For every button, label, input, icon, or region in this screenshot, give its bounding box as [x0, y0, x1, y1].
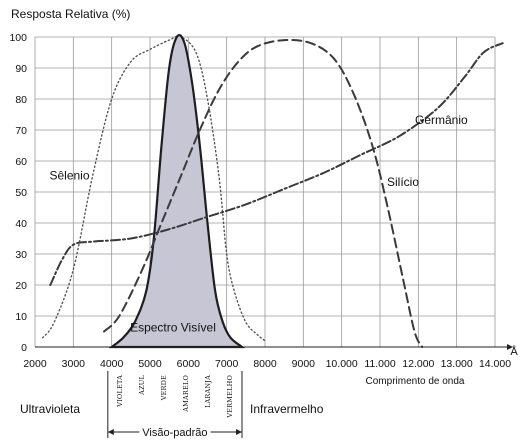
y-tick-label: 0: [21, 342, 27, 354]
standard-vision-label: Visão-padrão: [142, 427, 207, 439]
infrared-label: Infravermelho: [250, 402, 324, 416]
curve-annotation: Espectro Visível: [130, 321, 216, 335]
x-tick-label: 2000: [23, 358, 47, 370]
color-band-label: VIOLETA: [116, 375, 124, 408]
y-axis-title: Resposta Relativa (%): [11, 7, 130, 21]
curve-annotation: Sêlenio: [49, 169, 89, 183]
y-tick-label: 80: [15, 94, 27, 106]
ultraviolet-label: Ultravioleta: [20, 402, 80, 416]
x-tick-label: 13.000: [441, 358, 473, 370]
x-tick-label: 14.000: [479, 358, 511, 370]
color-band-label: AZUL: [138, 375, 146, 396]
y-tick-label: 10: [15, 311, 27, 323]
vision-arrow-right-head: [236, 429, 242, 435]
x-tick-label: 4000: [100, 358, 124, 370]
x-axis-title: Comprimento de onda: [366, 376, 465, 387]
x-tick-label: 5000: [138, 358, 162, 370]
x-tick-label: 11.000: [364, 358, 395, 370]
y-tick-label: 90: [15, 63, 27, 75]
x-tick-label: 9000: [292, 358, 316, 370]
y-tick-label: 50: [15, 187, 27, 199]
series-germanio-line: [50, 43, 502, 285]
x-tick-label: 3000: [62, 358, 86, 370]
x-tick-label: 7000: [215, 358, 239, 370]
y-tick-label: 100: [9, 32, 27, 44]
y-tick-label: 70: [15, 125, 27, 137]
x-tick-label: 10.000: [326, 358, 358, 370]
series-espectro-visivel-area: [112, 35, 242, 347]
curve-annotation: Silício: [387, 175, 419, 189]
curve-annotation: Germânio: [415, 113, 468, 127]
color-band-label: AMARELO: [182, 375, 190, 413]
x-tick-label: 6000: [177, 358, 201, 370]
y-tick-label: 20: [15, 280, 27, 292]
x-tick-label: 12.000: [402, 358, 434, 370]
y-tick-label: 40: [15, 218, 27, 230]
x-axis-unit: Å: [510, 345, 518, 358]
y-tick-label: 30: [15, 249, 27, 261]
color-band-label: VERDE: [160, 375, 168, 401]
color-band-label: LARANJA: [204, 375, 212, 408]
color-band-label: VERMELHO: [226, 375, 234, 419]
x-tick-label: 8000: [253, 358, 277, 370]
y-tick-label: 60: [15, 156, 27, 168]
vision-arrow-left-head: [108, 429, 114, 435]
